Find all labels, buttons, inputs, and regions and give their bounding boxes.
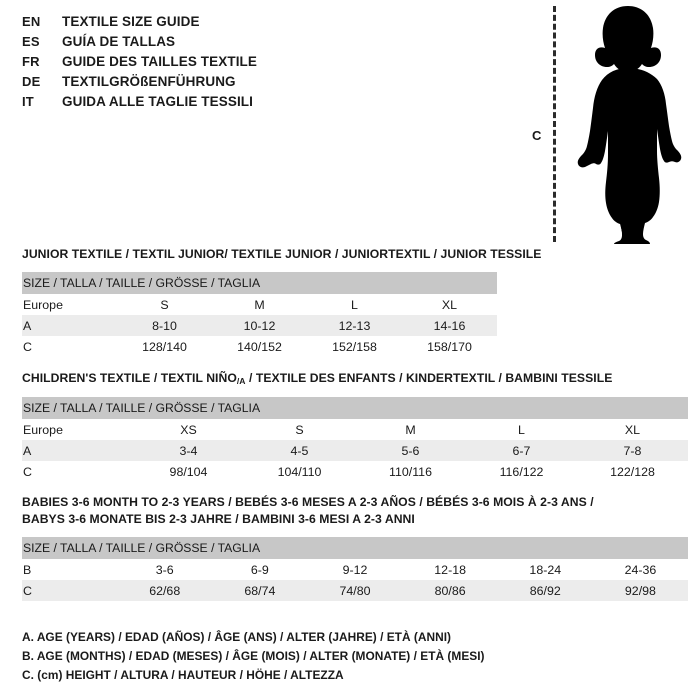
height-illustration: C xyxy=(520,0,700,248)
table-cell: 152/158 xyxy=(307,336,402,357)
height-dashed-line xyxy=(553,6,556,242)
table-row: C 62/68 68/74 74/80 80/86 86/92 92/98 xyxy=(22,580,688,601)
table-cell: 80/86 xyxy=(402,580,498,601)
table-cell: L xyxy=(466,419,577,440)
toddler-silhouette-icon xyxy=(577,6,682,244)
table-cell: 92/98 xyxy=(592,580,688,601)
table-cell: 3-4 xyxy=(133,440,244,461)
table-cell: 122/128 xyxy=(577,461,688,482)
table-cell: 3-6 xyxy=(117,559,213,580)
language-title: GUIDA ALLE TAGLIE TESSILI xyxy=(62,94,253,109)
size-band-row: SIZE / TALLA / TAILLE / GRÖSSE / TAGLIA xyxy=(22,397,688,419)
table-row: Europe XS S M L XL xyxy=(22,419,688,440)
table-cell: XS xyxy=(133,419,244,440)
children-size-table: SIZE / TALLA / TAILLE / GRÖSSE / TAGLIA E… xyxy=(22,397,688,482)
table-cell: 68/74 xyxy=(212,580,308,601)
table-cell: 6-9 xyxy=(212,559,308,580)
language-title-list: EN TEXTILE SIZE GUIDE ES GUÍA DE TALLAS FR GU… xyxy=(0,14,520,114)
table-cell: 7-8 xyxy=(577,440,688,461)
table-cell: 12-13 xyxy=(307,315,402,336)
section-junior-textile: JUNIOR TEXTILE / TEXTIL JUNIOR/ TEXTILE … xyxy=(0,246,700,357)
table-cell: 104/110 xyxy=(244,461,355,482)
table-cell: 24-36 xyxy=(592,559,688,580)
table-cell: 4-5 xyxy=(244,440,355,461)
table-cell: 98/104 xyxy=(133,461,244,482)
language-code: IT xyxy=(22,94,34,109)
table-cell: 9-12 xyxy=(307,559,403,580)
table-cell: 158/170 xyxy=(402,336,497,357)
table-cell: 128/140 xyxy=(117,336,212,357)
section-title-children-pre: CHILDREN'S TEXTILE / TEXTIL NIÑO xyxy=(22,371,237,385)
language-code: ES xyxy=(22,34,40,49)
size-band-row: SIZE / TALLA / TAILLE / GRÖSSE / TAGLIA xyxy=(22,272,497,294)
junior-size-table: SIZE / TALLA / TAILLE / GRÖSSE / TAGLIA E… xyxy=(22,272,497,357)
row-label: B xyxy=(22,559,118,580)
language-row: ES GUÍA DE TALLAS xyxy=(0,34,520,54)
size-band-label: SIZE / TALLA / TAILLE / GRÖSSE / TAGLIA xyxy=(22,537,688,559)
table-cell: 18-24 xyxy=(497,559,593,580)
table-cell: 8-10 xyxy=(117,315,212,336)
table-cell: XL xyxy=(577,419,688,440)
table-cell: 10-12 xyxy=(212,315,307,336)
row-label: C xyxy=(22,336,117,357)
language-title: TEXTILE SIZE GUIDE xyxy=(62,14,200,29)
table-cell: S xyxy=(244,419,355,440)
section-babies-textile: BABIES 3-6 MONTH TO 2-3 YEARS / BEBÉS 3-… xyxy=(0,494,700,601)
language-row: EN TEXTILE SIZE GUIDE xyxy=(0,14,520,34)
section-title-children: CHILDREN'S TEXTILE / TEXTIL NIÑO/A / TEX… xyxy=(22,370,700,388)
height-marker-label: C xyxy=(532,128,542,143)
language-title: TEXTILGRÖßENFÜHRUNG xyxy=(62,74,236,89)
table-cell: 12-18 xyxy=(402,559,498,580)
row-label: A xyxy=(22,315,117,336)
babies-size-table: SIZE / TALLA / TAILLE / GRÖSSE / TAGLIA B… xyxy=(22,537,688,601)
language-row: FR GUIDE DES TAILLES TEXTILE xyxy=(0,54,520,74)
language-code: DE xyxy=(22,74,41,89)
table-cell: 140/152 xyxy=(212,336,307,357)
table-cell: 74/80 xyxy=(307,580,403,601)
row-label: Europe xyxy=(22,294,117,315)
language-title: GUIDE DES TAILLES TEXTILE xyxy=(62,54,258,69)
row-label: A xyxy=(22,440,133,461)
language-code: FR xyxy=(22,54,40,69)
table-cell: L xyxy=(307,294,402,315)
legend-line: A. AGE (YEARS) / EDAD (AÑOS) / ÂGE (ANS)… xyxy=(22,630,451,644)
table-row: A 3-4 4-5 5-6 6-7 7-8 xyxy=(22,440,688,461)
size-band-label: SIZE / TALLA / TAILLE / GRÖSSE / TAGLIA xyxy=(22,272,497,294)
size-band-label: SIZE / TALLA / TAILLE / GRÖSSE / TAGLIA xyxy=(22,397,688,419)
table-cell: 86/92 xyxy=(497,580,593,601)
table-row: Europe S M L XL xyxy=(22,294,497,315)
legend-line: C. (cm) HEIGHT / ALTURA / HAUTEUR / HÖHE… xyxy=(22,668,344,682)
table-row: B 3-6 6-9 9-12 12-18 18-24 24-36 xyxy=(22,559,688,580)
language-row: DE TEXTILGRÖßENFÜHRUNG xyxy=(0,74,520,94)
table-cell: S xyxy=(117,294,212,315)
measurement-legend: A. AGE (YEARS) / EDAD (AÑOS) / ÂGE (ANS)… xyxy=(0,628,700,685)
section-childrens-textile: CHILDREN'S TEXTILE / TEXTIL NIÑO/A / TEX… xyxy=(0,370,700,482)
size-band-row: SIZE / TALLA / TAILLE / GRÖSSE / TAGLIA xyxy=(22,537,688,559)
table-cell: 116/122 xyxy=(466,461,577,482)
row-label: Europe xyxy=(22,419,133,440)
table-cell: XL xyxy=(402,294,497,315)
section-title-children-sub: /A xyxy=(236,376,246,386)
table-row: A 8-10 10-12 12-13 14-16 xyxy=(22,315,497,336)
language-row: IT GUIDA ALLE TAGLIE TESSILI xyxy=(0,94,520,114)
table-cell: M xyxy=(355,419,466,440)
table-cell: 62/68 xyxy=(117,580,213,601)
table-cell: 6-7 xyxy=(466,440,577,461)
language-code: EN xyxy=(22,14,41,29)
section-title-babies-line2: BABYS 3-6 MONATE BIS 2-3 JAHRE / BAMBINI… xyxy=(22,512,415,526)
table-row: C 98/104 104/110 110/116 116/122 122/128 xyxy=(22,461,688,482)
row-label: C xyxy=(22,580,118,601)
language-title: GUÍA DE TALLAS xyxy=(62,34,176,49)
section-title-children-post: / TEXTILE DES ENFANTS / KINDERTEXTIL / B… xyxy=(245,371,613,385)
table-cell: 14-16 xyxy=(402,315,497,336)
table-row: C 128/140 140/152 152/158 158/170 xyxy=(22,336,497,357)
table-cell: M xyxy=(212,294,307,315)
section-title-babies-line1: BABIES 3-6 MONTH TO 2-3 YEARS / BEBÉS 3-… xyxy=(22,495,594,509)
row-label: C xyxy=(22,461,133,482)
section-title-junior: JUNIOR TEXTILE / TEXTIL JUNIOR/ TEXTILE … xyxy=(22,247,542,261)
legend-line: B. AGE (MONTHS) / EDAD (MESES) / ÂGE (MO… xyxy=(22,649,485,663)
table-cell: 110/116 xyxy=(355,461,466,482)
table-cell: 5-6 xyxy=(355,440,466,461)
